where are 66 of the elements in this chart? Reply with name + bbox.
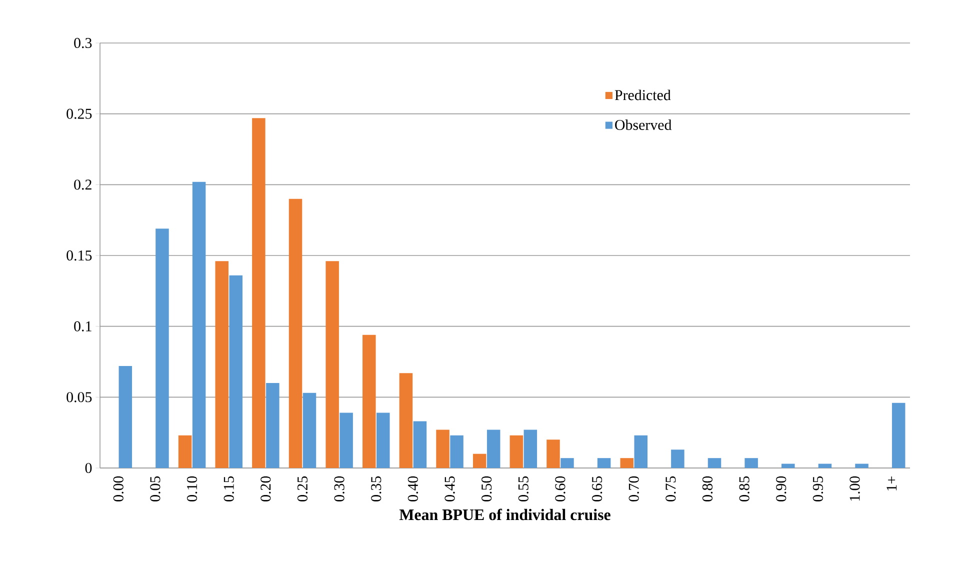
x-tick-label: 0.30 — [334, 476, 344, 502]
x-tick-label: 0.35 — [371, 476, 382, 502]
bar — [288, 198, 302, 468]
x-tick-label: 1+ — [886, 476, 897, 490]
bar — [302, 392, 316, 468]
bar — [326, 261, 339, 468]
x-tick-label: 0.10 — [186, 476, 198, 502]
y-tick-label: 0.1 — [74, 321, 92, 332]
bar — [229, 275, 242, 468]
x-tick-label: 1.00 — [850, 476, 860, 501]
y-tick-label: 0.25 — [66, 108, 92, 119]
x-tick-label: 0.75 — [666, 476, 676, 502]
bar — [413, 421, 427, 468]
bar — [524, 430, 538, 468]
bar — [399, 373, 413, 468]
x-tick-label: 0.85 — [739, 476, 750, 502]
bar — [192, 182, 206, 468]
x-tick-label: 0.55 — [518, 476, 528, 502]
bar — [671, 450, 684, 468]
legend-label: Predicted — [614, 90, 671, 100]
bar — [376, 412, 390, 468]
x-tick-label: 0.60 — [555, 476, 566, 502]
x-tick-label: 0.70 — [628, 476, 639, 502]
bar — [450, 435, 464, 468]
bar — [744, 458, 758, 468]
bar — [266, 383, 280, 468]
x-tick-label: 0.25 — [297, 476, 308, 502]
y-tick-label: 0.05 — [66, 392, 92, 402]
x-tick-label: 0.95 — [812, 476, 824, 502]
x-tick-label: 0.90 — [776, 476, 786, 502]
bar — [634, 435, 648, 468]
legend-label: Observed — [615, 119, 672, 130]
bar — [818, 464, 832, 468]
x-tick-label: 0.00 — [113, 476, 124, 502]
x-tick-label: 0.65 — [592, 476, 602, 502]
x-axis-title: Mean BPUE of individal cruise — [399, 508, 610, 520]
bar — [252, 118, 266, 468]
x-tick-label: 0.15 — [224, 476, 234, 502]
bar — [546, 440, 560, 468]
y-tick-label: 0.3 — [74, 38, 92, 48]
bar — [597, 458, 611, 468]
x-tick-label: 0.45 — [444, 476, 455, 502]
bar — [156, 228, 169, 468]
x-tick-label: 0.05 — [150, 476, 160, 502]
bar — [620, 458, 634, 468]
x-tick-label: 0.50 — [482, 476, 492, 502]
bar — [215, 261, 228, 468]
bar — [708, 458, 722, 468]
y-tick-label: 0.15 — [66, 250, 92, 261]
x-tick-label: 0.80 — [702, 476, 713, 502]
bar — [892, 402, 906, 468]
y-tick-label: 0.2 — [74, 180, 92, 190]
bar — [486, 430, 500, 468]
y-tick-label: 0 — [85, 462, 92, 474]
bar — [560, 458, 574, 468]
x-tick-label: 0.20 — [260, 476, 271, 502]
bar — [340, 412, 353, 468]
bar — [855, 464, 868, 468]
x-tick-label: 0.40 — [408, 476, 418, 502]
bar — [510, 435, 524, 468]
bar — [436, 430, 450, 468]
bar — [362, 334, 376, 468]
bar — [178, 435, 192, 468]
bar — [118, 366, 132, 468]
bar — [472, 454, 486, 468]
bar — [782, 464, 795, 468]
